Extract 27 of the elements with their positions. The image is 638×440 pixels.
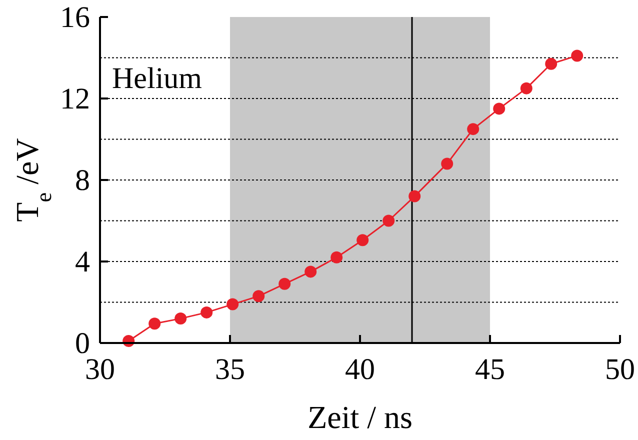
point	[520, 82, 532, 94]
x-tick-label: 50	[605, 353, 635, 386]
y-tick-label: 16	[60, 1, 90, 34]
annotation: Helium	[112, 62, 202, 95]
point	[408, 190, 421, 202]
point	[304, 266, 317, 278]
y-tick-label: 4	[75, 246, 90, 278]
point	[200, 306, 213, 318]
point	[545, 58, 558, 70]
x-tick-label: 45	[475, 353, 505, 386]
point	[571, 50, 584, 62]
point	[252, 290, 265, 302]
point	[330, 251, 343, 264]
x-tick-label: 40	[345, 353, 375, 386]
point	[226, 298, 239, 310]
point	[382, 214, 395, 227]
point	[493, 102, 506, 115]
y-tick-label: 8	[75, 164, 90, 197]
x-axis-title: Zeit / ns	[308, 399, 412, 435]
point	[441, 158, 454, 170]
point	[278, 278, 291, 290]
y-tick-label: 12	[60, 82, 90, 116]
point	[356, 234, 369, 246]
point	[467, 123, 480, 136]
x-tick-label: 35	[215, 353, 245, 386]
point	[148, 318, 161, 330]
point	[174, 312, 187, 325]
